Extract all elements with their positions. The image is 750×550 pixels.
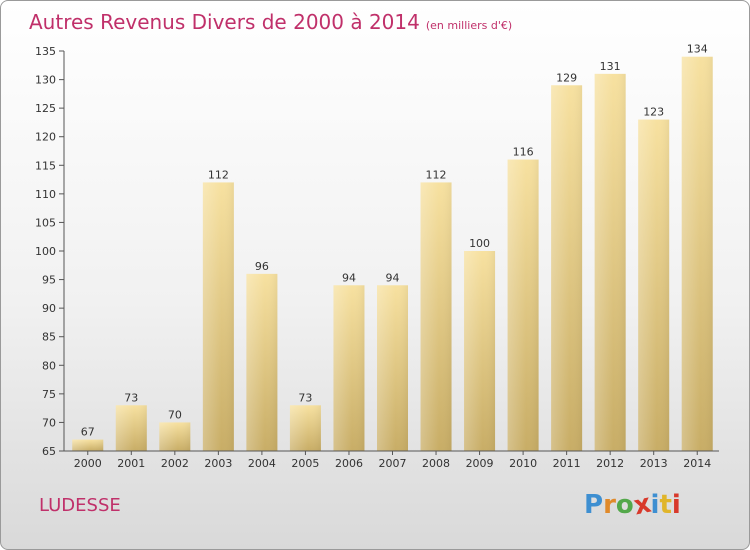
bars-group: 67 73 70 112 96 73 94 94 112 100 116 129 131 123 134 <box>72 43 713 452</box>
x-axis: 2000 2001 2002 2003 2004 2005 2006 2007 2008 2009… <box>64 450 719 470</box>
bar-shading <box>377 285 408 451</box>
x-tick-label: 2005 <box>291 457 319 470</box>
chart-title-text: Autres Revenus Divers de 2000 à 2014 <box>29 10 420 34</box>
y-tick-label: 130 <box>35 74 56 87</box>
bar-shading <box>333 285 365 451</box>
y-tick-label: 115 <box>35 159 56 172</box>
x-tick-label: 2003 <box>204 457 232 470</box>
y-tick-label: 75 <box>42 388 56 401</box>
x-tick-label: 2012 <box>596 457 624 470</box>
bar-shading <box>202 182 234 451</box>
logo-letter: o <box>615 490 634 520</box>
bar-shading <box>594 73 626 451</box>
y-tick-label: 110 <box>35 188 56 201</box>
bar-shading <box>115 405 147 451</box>
bar-shading <box>464 251 496 451</box>
logo-letter: i <box>671 490 681 520</box>
bar-value-label: 67 <box>81 426 95 439</box>
bar-shading <box>289 405 321 451</box>
bar-value-label: 70 <box>168 408 182 421</box>
x-tick-label: 2008 <box>422 457 450 470</box>
bar-value-label: 129 <box>556 71 577 84</box>
logo-letter: P <box>584 490 604 520</box>
bar-shading <box>681 56 713 451</box>
bar-value-label: 131 <box>600 60 621 73</box>
x-tick-label: 2001 <box>117 457 145 470</box>
logo-letter: r <box>603 490 616 520</box>
x-tick-label: 2004 <box>248 457 276 470</box>
x-tick-label: 2010 <box>509 457 537 470</box>
x-tick-label: 2002 <box>161 457 189 470</box>
bar-shading <box>246 273 278 451</box>
x-tick-label: 2013 <box>640 457 668 470</box>
chart-unit: (en milliers d'€) <box>425 19 513 32</box>
y-tick-label: 90 <box>42 302 56 315</box>
x-tick-label: 2006 <box>335 457 363 470</box>
chart-title: Autres Revenus Divers de 2000 à 2014 (en … <box>29 10 512 34</box>
y-tick-label: 70 <box>42 416 56 429</box>
bar-value-label: 123 <box>643 106 664 119</box>
y-tick-label: 120 <box>35 131 56 144</box>
bar-value-label: 73 <box>124 391 138 404</box>
bar-value-label: 96 <box>255 260 269 273</box>
bar-shading <box>72 439 104 451</box>
bar-shading <box>159 422 191 451</box>
proxiti-logo: Proxiti <box>584 489 694 522</box>
x-tick-label: 2000 <box>74 457 102 470</box>
y-tick-label: 95 <box>42 274 56 287</box>
place-name: LUDESSE <box>39 495 121 516</box>
bar-value-label: 94 <box>342 271 356 284</box>
y-tick-label: 135 <box>35 45 56 58</box>
bar-value-label: 112 <box>208 168 229 181</box>
x-tick-label: 2007 <box>379 457 407 470</box>
bar-value-label: 116 <box>513 146 534 159</box>
y-tick-label: 100 <box>35 245 56 258</box>
bar-value-label: 100 <box>469 237 490 250</box>
y-tick-label: 85 <box>42 331 56 344</box>
x-tick-label: 2011 <box>553 457 581 470</box>
y-axis: 65 70 75 80 85 90 95 100 105 110 115 120 125 130 135 <box>35 45 65 458</box>
bar-shading <box>638 119 670 452</box>
logo-letter: t <box>659 490 672 520</box>
x-tick-label: 2009 <box>466 457 494 470</box>
bar-value-label: 73 <box>298 391 312 404</box>
logo-letter: i <box>650 490 660 520</box>
y-tick-label: 80 <box>42 359 56 372</box>
bar-shading <box>420 182 452 451</box>
y-tick-label: 65 <box>42 445 56 458</box>
x-tick-label: 2014 <box>683 457 711 470</box>
bar-shading <box>551 85 583 452</box>
y-tick-label: 105 <box>35 216 56 229</box>
y-tick-label: 125 <box>35 102 56 115</box>
bar-shading <box>507 159 539 452</box>
bar-value-label: 94 <box>386 271 400 284</box>
bar-value-label: 112 <box>426 168 447 181</box>
bar-value-label: 134 <box>687 43 708 56</box>
